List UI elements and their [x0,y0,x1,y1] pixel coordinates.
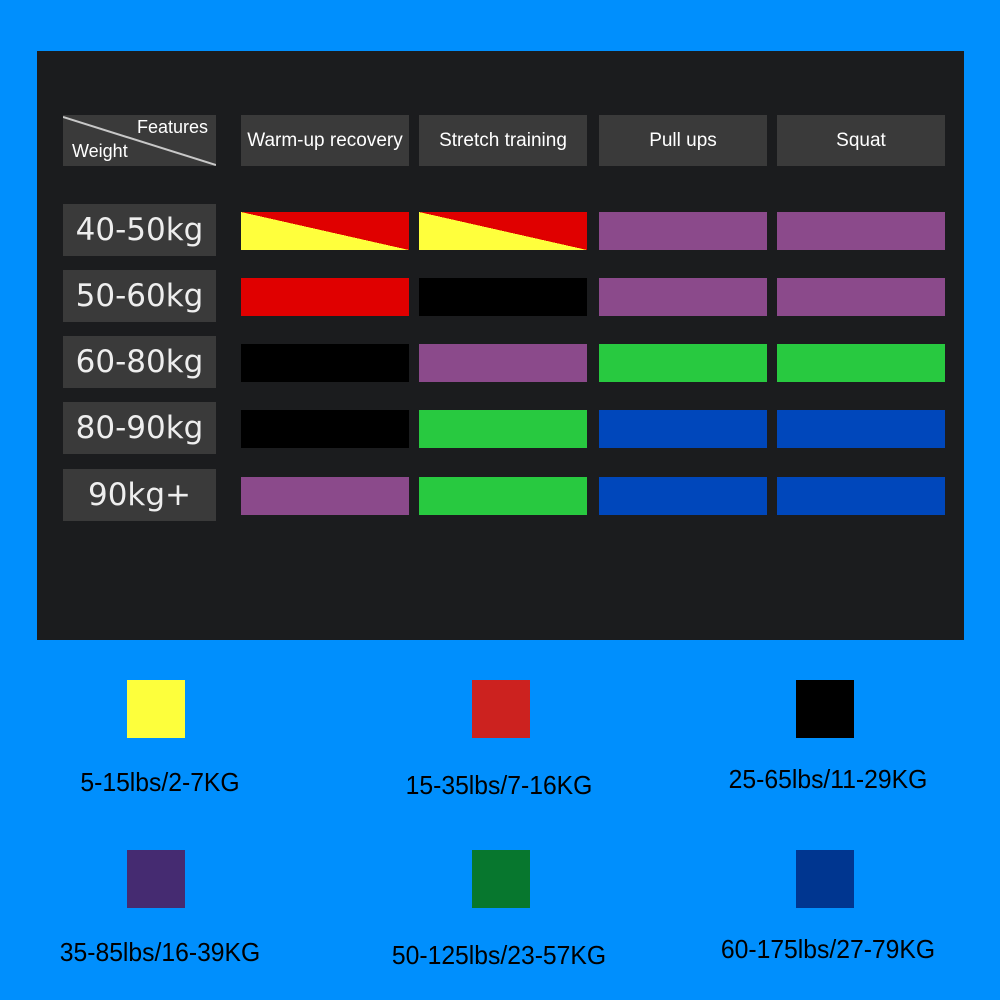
weight-range-label: 80-90kg [63,402,216,454]
band-color-cell-black [419,278,587,316]
band-color-cell-purple [599,212,767,250]
column-header: Stretch training [419,115,587,166]
legend-label: 5-15lbs/2-7KG [80,767,240,797]
band-color-cell-red [241,278,409,316]
legend-swatch [796,680,854,738]
column-header: Warm-up recovery [241,115,409,166]
weight-range-label: 60-80kg [63,336,216,388]
band-color-cell-green [419,477,587,515]
features-label: Features [136,117,208,137]
legend-label: 60-175lbs/27-79KG [720,934,936,964]
band-color-cell-purple [419,344,587,382]
weight-range-label: 40-50kg [63,204,216,256]
legend-label: 50-125lbs/23-57KG [391,940,607,970]
legend-swatch [472,680,530,738]
column-header: Squat [777,115,945,166]
weight-label: Weight [72,141,128,161]
band-color-cell-purple [241,477,409,515]
legend-swatch [127,680,185,738]
band-color-cell-blue [777,477,945,515]
diagonal-divider [63,116,216,166]
legend-label: 35-85lbs/16-39KG [59,937,261,967]
legend-swatch [472,850,530,908]
weight-range-label: 50-60kg [63,270,216,322]
band-color-cell-yellow-red [419,212,587,250]
corner-header: Features Weight [63,115,216,166]
band-color-cell-black [241,344,409,382]
band-color-cell-blue [599,477,767,515]
column-header: Pull ups [599,115,767,166]
weight-range-label: 90kg+ [63,469,216,521]
band-color-cell-green [777,344,945,382]
legend-label: 15-35lbs/7-16KG [405,770,593,800]
band-color-cell-black [241,410,409,448]
band-color-cell-purple [777,278,945,316]
band-color-cell-blue [777,410,945,448]
legend-swatch [127,850,185,908]
band-color-cell-green [419,410,587,448]
band-color-cell-purple [599,278,767,316]
band-color-cell-purple [777,212,945,250]
band-color-cell-yellow-red [241,212,409,250]
legend-label: 25-65lbs/11-29KG [728,764,928,794]
band-color-cell-green [599,344,767,382]
legend-swatch [796,850,854,908]
band-color-cell-blue [599,410,767,448]
